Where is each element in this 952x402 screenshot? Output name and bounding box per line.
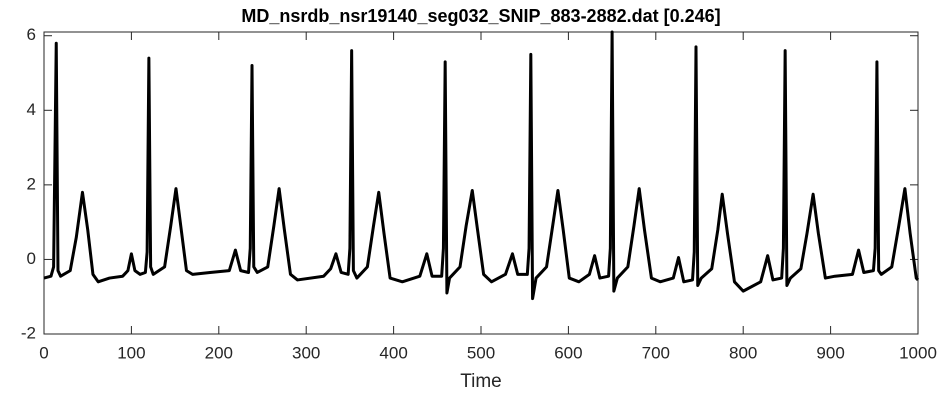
y-tick-label: 0 xyxy=(27,249,36,268)
x-tick-label: 0 xyxy=(39,343,48,362)
x-tick-label: 500 xyxy=(467,343,495,362)
x-tick-label: 600 xyxy=(554,343,582,362)
x-axis-label: Time xyxy=(460,371,502,392)
x-tick-label: 400 xyxy=(379,343,407,362)
y-tick-label: 4 xyxy=(27,100,36,119)
y-tick-label: 2 xyxy=(27,174,36,193)
x-tick-label: 900 xyxy=(816,343,844,362)
x-tick-label: 1000 xyxy=(899,343,937,362)
line-series xyxy=(43,30,920,301)
x-tick-label: 200 xyxy=(205,343,233,362)
x-tick-label: 300 xyxy=(292,343,320,362)
x-tick-label: 700 xyxy=(642,343,670,362)
plot-area xyxy=(43,31,919,335)
y-tick-label: -2 xyxy=(21,323,36,342)
y-tick-label: 6 xyxy=(27,25,36,44)
x-tick-label: 100 xyxy=(117,343,145,362)
chart-title: MD_nsrdb_nsr19140_seg032_SNIP_883-2882.d… xyxy=(241,6,720,26)
x-tick-label: 800 xyxy=(729,343,757,362)
